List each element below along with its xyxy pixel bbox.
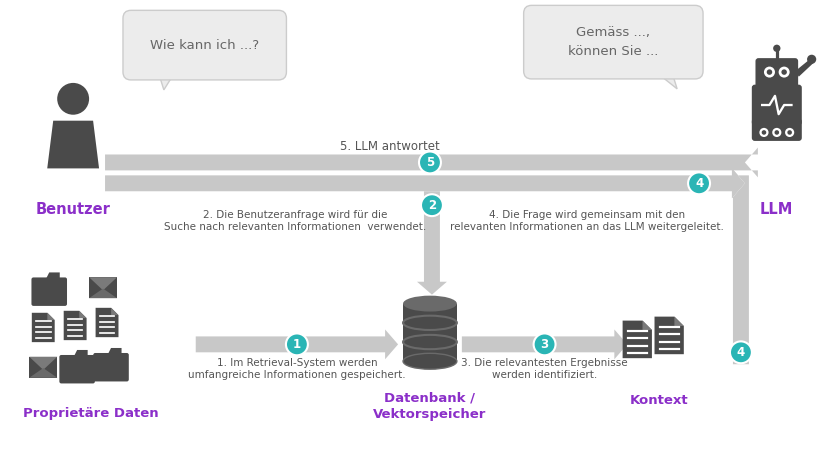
Bar <box>29 357 58 378</box>
Text: 1. Im Retrieval-System werden
umfangreiche Informationen gespeichert.: 1. Im Retrieval-System werden umfangreic… <box>188 358 405 380</box>
Polygon shape <box>29 368 58 378</box>
Bar <box>89 277 117 298</box>
Text: LLM: LLM <box>760 202 793 217</box>
Text: 4. Die Frage wird gemeinsam mit den
relevanten Informationen an das LLM weiterge: 4. Die Frage wird gemeinsam mit den rele… <box>451 210 724 232</box>
Polygon shape <box>95 348 121 355</box>
Circle shape <box>767 69 772 75</box>
Polygon shape <box>89 277 117 290</box>
Text: Gemäss ...,
können Sie ...: Gemäss ..., können Sie ... <box>568 26 659 58</box>
Bar <box>403 303 456 361</box>
Polygon shape <box>89 288 117 298</box>
FancyBboxPatch shape <box>756 58 798 90</box>
Text: 4: 4 <box>695 177 703 190</box>
Polygon shape <box>675 317 684 326</box>
Polygon shape <box>655 317 684 354</box>
Circle shape <box>782 69 787 75</box>
Text: Datenbank /
Vektorspeicher: Datenbank / Vektorspeicher <box>373 391 487 421</box>
Polygon shape <box>48 313 54 320</box>
Circle shape <box>57 83 89 115</box>
Polygon shape <box>657 72 672 74</box>
FancyBboxPatch shape <box>752 84 802 126</box>
Polygon shape <box>64 311 87 340</box>
Text: 2. Die Benutzeranfrage wird für die
Suche nach relevanten Informationen  verwend: 2. Die Benutzeranfrage wird für die Such… <box>165 210 426 232</box>
Circle shape <box>764 67 775 77</box>
Polygon shape <box>159 73 174 75</box>
Text: 2: 2 <box>428 199 436 211</box>
Polygon shape <box>105 148 758 177</box>
Polygon shape <box>461 329 627 359</box>
Polygon shape <box>32 313 54 342</box>
Text: Kontext: Kontext <box>630 394 689 407</box>
Polygon shape <box>29 357 58 370</box>
Text: 1: 1 <box>293 338 301 351</box>
Ellipse shape <box>403 295 456 312</box>
FancyBboxPatch shape <box>94 353 129 381</box>
Circle shape <box>688 172 710 194</box>
Circle shape <box>773 45 781 52</box>
Text: Wie kann ich ...?: Wie kann ich ...? <box>150 39 259 51</box>
Text: 3: 3 <box>541 338 548 351</box>
Circle shape <box>286 333 308 355</box>
Polygon shape <box>657 73 677 89</box>
FancyBboxPatch shape <box>523 5 703 79</box>
FancyBboxPatch shape <box>123 10 287 80</box>
Polygon shape <box>159 74 174 90</box>
Polygon shape <box>61 350 88 357</box>
Circle shape <box>785 128 794 137</box>
Circle shape <box>772 128 782 137</box>
Polygon shape <box>95 308 119 337</box>
Polygon shape <box>643 320 652 330</box>
Polygon shape <box>79 311 87 318</box>
Text: 5: 5 <box>426 156 434 169</box>
Text: Proprietäre Daten: Proprietäre Daten <box>23 407 159 420</box>
Circle shape <box>730 341 752 363</box>
Polygon shape <box>33 272 59 279</box>
Ellipse shape <box>403 354 456 369</box>
Polygon shape <box>196 329 398 359</box>
Polygon shape <box>623 320 652 358</box>
Text: 4: 4 <box>737 346 745 359</box>
Polygon shape <box>732 169 749 364</box>
Polygon shape <box>417 191 447 295</box>
Circle shape <box>778 67 790 77</box>
Circle shape <box>762 130 767 135</box>
Text: Benutzer: Benutzer <box>36 202 110 217</box>
Polygon shape <box>795 59 813 76</box>
FancyBboxPatch shape <box>32 278 67 306</box>
Circle shape <box>421 194 443 216</box>
Polygon shape <box>105 169 745 198</box>
Circle shape <box>419 152 441 173</box>
Text: 3. Die relevantesten Ergebnisse
werden identifiziert.: 3. Die relevantesten Ergebnisse werden i… <box>461 358 628 380</box>
FancyBboxPatch shape <box>752 118 802 141</box>
Polygon shape <box>111 308 119 315</box>
Polygon shape <box>48 121 99 169</box>
Circle shape <box>759 128 768 137</box>
Circle shape <box>774 130 779 135</box>
FancyBboxPatch shape <box>59 355 95 383</box>
Text: 5. LLM antwortet: 5. LLM antwortet <box>340 140 440 153</box>
Circle shape <box>788 130 792 135</box>
Circle shape <box>807 55 816 64</box>
Circle shape <box>533 333 556 355</box>
